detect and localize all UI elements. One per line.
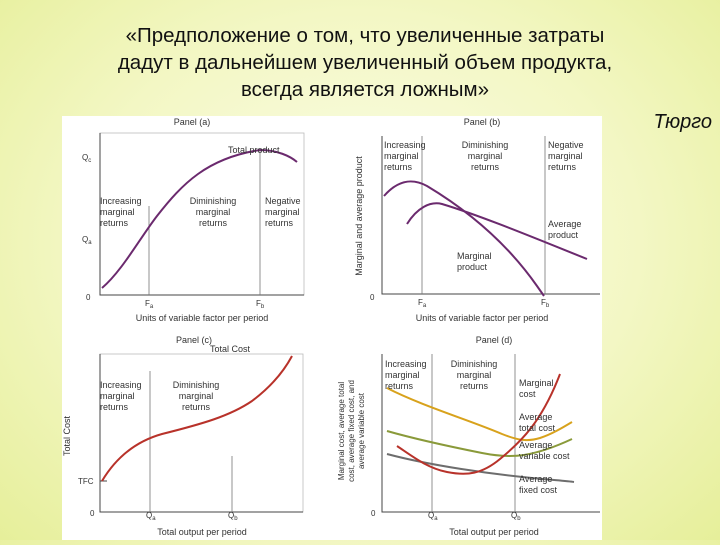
panel-b-stage3-line3: returns bbox=[548, 162, 577, 172]
panel-b-stage1-line1: Increasing bbox=[384, 140, 426, 150]
panel-d-x-tick-qa: Qa bbox=[428, 511, 438, 522]
panel-d-axes bbox=[381, 354, 600, 513]
panel-a-stage1-line2: marginal bbox=[100, 207, 135, 217]
panel-b-stage3-line1: Negative bbox=[548, 140, 584, 150]
total-product-curve bbox=[101, 148, 298, 289]
panel-c-frame bbox=[99, 353, 304, 513]
average-variable-cost-label-1: Average bbox=[519, 440, 552, 450]
figure: Panel (a) Total product Increasing margi… bbox=[62, 116, 602, 540]
panel-b-origin: 0 bbox=[370, 293, 375, 302]
panel-b-title: Panel (b) bbox=[464, 117, 501, 127]
panel-c-x-tick-qb: Qb bbox=[228, 511, 238, 522]
panel-d-stage1-line1: Increasing bbox=[385, 359, 427, 369]
panel-a-stage3-line2: marginal bbox=[265, 207, 300, 217]
average-product-curve bbox=[406, 202, 588, 260]
average-product-label-2: product bbox=[548, 230, 579, 240]
panel-b-ylabel: Marginal and average product bbox=[354, 156, 364, 276]
marginal-cost-label-1: Marginal bbox=[519, 378, 554, 388]
panel-c-axes bbox=[99, 354, 303, 513]
panel-c-stage1-line1: Increasing bbox=[100, 380, 142, 390]
panel-d-stage1-line2: marginal bbox=[385, 370, 420, 380]
panel-b-stage2-line2: marginal bbox=[468, 151, 503, 161]
panel-c-xlabel: Total output per period bbox=[157, 527, 247, 537]
panel-d: Panel (d) Marginal cost, average total c… bbox=[337, 335, 600, 537]
panel-a: Panel (a) Total product Increasing margi… bbox=[82, 117, 305, 323]
marginal-product-label-1: Marginal bbox=[457, 251, 492, 261]
panel-d-x-tick-qb: Qb bbox=[511, 511, 521, 522]
panel-d-stage2-line1: Diminishing bbox=[451, 359, 498, 369]
panel-d-ylabel-2: cost, average fixed cost, and bbox=[347, 380, 356, 482]
panel-c-title: Panel (c) bbox=[176, 335, 212, 345]
panel-d-xlabel: Total output per period bbox=[449, 527, 539, 537]
panel-a-title: Panel (a) bbox=[174, 117, 211, 127]
panel-c-stage2-line2: marginal bbox=[179, 391, 214, 401]
panel-b: Panel (b) Marginal and average product I… bbox=[354, 117, 600, 323]
panel-a-stage2-line1: Diminishing bbox=[190, 196, 237, 206]
panel-a-stage2-line2: marginal bbox=[196, 207, 231, 217]
figure-svg: Panel (a) Total product Increasing margi… bbox=[62, 117, 600, 537]
average-product-label-1: Average bbox=[548, 219, 581, 229]
panel-a-y-tick-qa: Qa bbox=[82, 235, 92, 246]
panel-b-stage2-line3: returns bbox=[471, 162, 500, 172]
panel-d-ylabel-3: average variable cost bbox=[357, 392, 366, 469]
average-variable-cost-label-2: variable cost bbox=[519, 451, 570, 461]
panel-b-stage3-line2: marginal bbox=[548, 151, 583, 161]
panel-a-xlabel: Units of variable factor per period bbox=[136, 313, 269, 323]
panel-b-xlabel: Units of variable factor per period bbox=[416, 313, 549, 323]
panel-c-stage2-line3: returns bbox=[182, 402, 211, 412]
panel-a-x-tick-fb: Fb bbox=[256, 299, 265, 310]
panel-c-stage2-line1: Diminishing bbox=[173, 380, 220, 390]
panel-d-ylabel-1: Marginal cost, average total bbox=[337, 382, 346, 480]
total-product-label: Total product bbox=[228, 145, 280, 155]
average-fixed-cost-label-2: fixed cost bbox=[519, 485, 558, 495]
average-total-cost-label-2: total cost bbox=[519, 423, 556, 433]
panel-a-stage1-line1: Increasing bbox=[100, 196, 142, 206]
panel-a-stage3-line1: Negative bbox=[265, 196, 301, 206]
average-variable-cost-curve bbox=[386, 430, 573, 458]
panel-b-stage2-line1: Diminishing bbox=[462, 140, 509, 150]
panel-d-stage2-line2: marginal bbox=[457, 370, 492, 380]
panel-b-x-tick-fa: Fa bbox=[418, 298, 427, 309]
panel-c-stage1-line2: marginal bbox=[100, 391, 135, 401]
quote-author: Тюрго bbox=[653, 111, 712, 133]
marginal-product-curve bbox=[383, 180, 545, 297]
marginal-cost-label-2: cost bbox=[519, 389, 536, 399]
panel-a-origin: 0 bbox=[86, 293, 91, 302]
average-total-cost-label-1: Average bbox=[519, 412, 552, 422]
total-cost-curve bbox=[101, 355, 293, 482]
panel-a-axes bbox=[99, 133, 304, 296]
panel-a-y-tick-qc: Qc bbox=[82, 153, 91, 164]
marginal-product-label-2: product bbox=[457, 262, 488, 272]
panel-a-stage2-line3: returns bbox=[199, 218, 228, 228]
panel-c-y-tick-tfc: TFC bbox=[78, 477, 94, 486]
quote-line-1: «Предположение о том, что увеличенные за… bbox=[125, 24, 605, 47]
panel-a-stage1-line3: returns bbox=[100, 218, 129, 228]
panel-b-x-tick-fb: Fb bbox=[541, 298, 550, 309]
panel-b-stage1-line3: returns bbox=[384, 162, 413, 172]
quote: «Предположение о том, что увеличенные за… bbox=[70, 22, 660, 103]
total-cost-label: Total Cost bbox=[210, 344, 251, 354]
average-fixed-cost-label-1: Average bbox=[519, 474, 552, 484]
quote-line-2: дадут в дальнейшем увеличенный объем про… bbox=[117, 51, 613, 74]
panel-c-stage1-line3: returns bbox=[100, 402, 129, 412]
panel-d-stage2-line3: returns bbox=[460, 381, 489, 391]
panel-c-origin: 0 bbox=[90, 509, 95, 518]
panel-c-ylabel: Total Cost bbox=[62, 415, 72, 456]
panel-a-x-tick-fa: Fa bbox=[145, 299, 154, 310]
panel-b-axes bbox=[381, 136, 600, 295]
panel-a-stage3-line3: returns bbox=[265, 218, 294, 228]
average-total-cost-curve bbox=[386, 387, 573, 442]
panel-d-title: Panel (d) bbox=[476, 335, 513, 345]
panel-d-origin: 0 bbox=[371, 509, 376, 518]
panel-d-stage1-line3: returns bbox=[385, 381, 414, 391]
panel-c: Panel (c) Total Cost Total Cost Increasi… bbox=[62, 335, 304, 537]
quote-line-3: всегда является ложным» bbox=[240, 78, 490, 101]
panel-b-stage1-line2: marginal bbox=[384, 151, 419, 161]
marginal-cost-curve bbox=[396, 373, 561, 475]
panel-c-x-tick-qa: Qa bbox=[146, 511, 156, 522]
